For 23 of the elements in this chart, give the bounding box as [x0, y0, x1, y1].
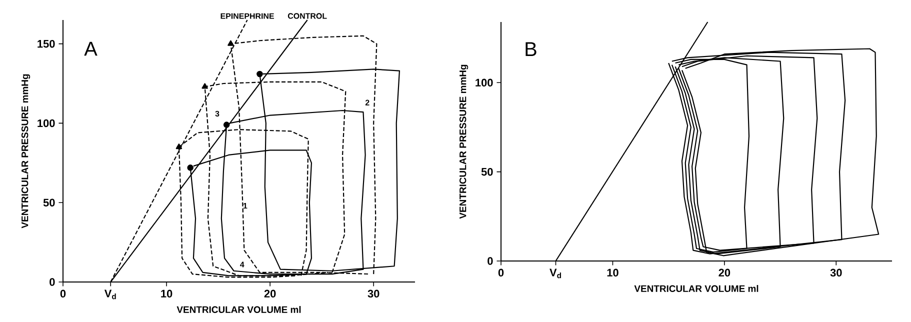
x-tick-label: 10 — [607, 268, 618, 277]
y-tick-label: 0 — [50, 278, 55, 286]
annotation: A — [84, 42, 98, 56]
y-axis-title: VENTRICULAR PRESSURE mmHg — [459, 64, 468, 219]
x-tick-label: 20 — [264, 290, 276, 298]
x-tick-label: 30 — [368, 290, 380, 298]
x-tick-label: V$_{d}$ — [104, 290, 116, 300]
y-tick-label: 150 — [38, 40, 55, 48]
y-axis-title: VENTRICULAR PRESSURE mmHg — [21, 74, 30, 228]
y-tick-label: 50 — [481, 168, 493, 176]
x-tick-label: 0 — [498, 268, 504, 277]
x-axis-title: VENTRICULAR VOLUME ml — [634, 285, 758, 292]
x-tick-label: V$_{d}$ — [550, 268, 561, 278]
annotation: B — [526, 42, 536, 56]
x-tick-label: 20 — [718, 268, 730, 277]
x-tick-label: 0 — [60, 290, 66, 298]
y-tick-label: 0 — [488, 257, 493, 265]
x-tick-label: 10 — [161, 290, 172, 298]
y-tick-label: 50 — [43, 198, 55, 206]
y-tick-label: 100 — [476, 78, 493, 87]
x-axis-title: VENTRICULAR VOLUME ml — [176, 306, 301, 313]
y-tick-label: 100 — [38, 119, 55, 128]
x-tick-label: 30 — [830, 268, 842, 277]
